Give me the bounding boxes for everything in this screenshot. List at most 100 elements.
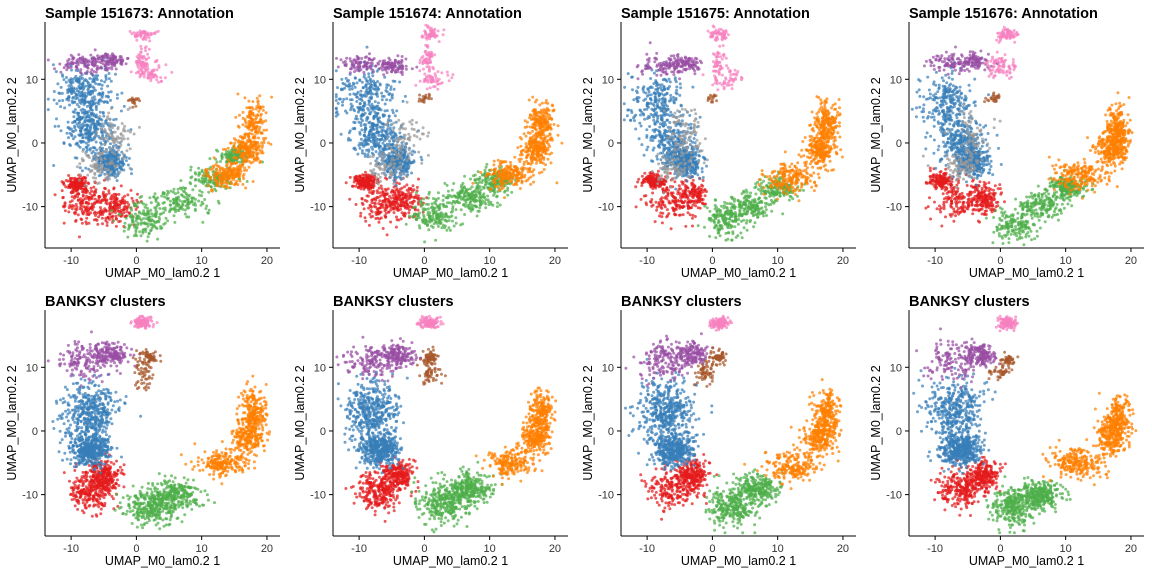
data-point (119, 184, 123, 188)
data-point (121, 152, 125, 156)
data-point (527, 153, 531, 157)
data-point (169, 189, 173, 193)
data-point (72, 100, 76, 104)
data-point (181, 186, 185, 190)
data-point (200, 170, 204, 174)
data-point (75, 103, 79, 106)
data-point (503, 196, 506, 200)
data-point (127, 223, 131, 227)
data-point (532, 112, 536, 116)
data-point (84, 116, 88, 120)
data-point (156, 237, 160, 241)
data-point (93, 97, 97, 101)
data-point (79, 61, 83, 65)
y-axis-title: UMAP_M0_lam0.2 2 (5, 77, 19, 192)
data-point (83, 58, 87, 62)
data-point (104, 65, 108, 69)
data-point (413, 195, 417, 199)
data-point (364, 170, 367, 174)
data-point (159, 76, 163, 80)
data-point (144, 45, 148, 49)
data-point (66, 61, 70, 65)
data-point (234, 115, 238, 119)
data-point (147, 232, 151, 235)
data-point (407, 166, 411, 170)
data-point (354, 175, 358, 178)
data-point (134, 104, 138, 108)
data-point (205, 204, 209, 208)
data-point (418, 226, 422, 230)
data-point (535, 134, 539, 138)
data-point (506, 186, 510, 190)
data-point (69, 191, 73, 195)
data-point (100, 216, 104, 220)
data-point (95, 121, 99, 124)
data-point (410, 171, 414, 175)
data-point (100, 57, 103, 61)
data-point (95, 68, 99, 71)
data-point (252, 124, 255, 128)
data-point (436, 213, 440, 216)
data-point (187, 215, 191, 219)
data-point (149, 79, 153, 83)
data-point (157, 220, 161, 224)
data-point (128, 147, 132, 151)
data-point (125, 200, 129, 204)
data-point (384, 203, 388, 207)
data-point (103, 100, 106, 104)
data-point (500, 187, 504, 191)
data-point (378, 82, 382, 86)
data-point (187, 206, 191, 210)
data-point (118, 206, 122, 210)
data-point (122, 104, 126, 108)
data-point (108, 202, 112, 206)
data-point (88, 84, 92, 87)
data-point (77, 53, 81, 57)
data-point (78, 173, 82, 177)
data-point (130, 215, 134, 219)
data-point (348, 92, 352, 96)
data-point (70, 195, 74, 199)
data-point (411, 215, 415, 219)
data-point (368, 212, 372, 216)
data-point (179, 179, 183, 183)
data-point (98, 206, 102, 209)
data-point (541, 161, 545, 165)
data-point (90, 96, 94, 100)
data-point (245, 180, 249, 183)
data-point (471, 196, 475, 200)
data-point (101, 199, 105, 202)
data-point (426, 207, 430, 211)
data-point (547, 108, 551, 112)
data-point (85, 104, 89, 108)
data-point (75, 87, 79, 91)
data-point (134, 216, 138, 220)
data-point (95, 157, 99, 161)
data-point (174, 199, 178, 203)
data-point (540, 101, 544, 105)
data-point (104, 119, 108, 123)
data-point (146, 73, 150, 77)
data-point (475, 205, 478, 209)
data-point (214, 163, 218, 167)
data-point (491, 178, 495, 182)
data-point (152, 220, 156, 224)
data-point (376, 80, 380, 83)
data-point (511, 171, 515, 175)
data-point (151, 214, 155, 218)
data-point (183, 208, 187, 212)
data-point (84, 200, 88, 204)
data-point (513, 182, 517, 186)
data-point (488, 182, 492, 186)
data-point (251, 180, 255, 183)
data-point (83, 111, 87, 115)
data-point (141, 228, 145, 232)
data-point (341, 87, 345, 91)
data-point (548, 133, 552, 137)
data-point (443, 181, 447, 185)
data-point (136, 214, 140, 218)
data-point (109, 197, 113, 201)
data-point (123, 225, 127, 229)
data-point (114, 224, 118, 228)
data-point (451, 205, 455, 209)
